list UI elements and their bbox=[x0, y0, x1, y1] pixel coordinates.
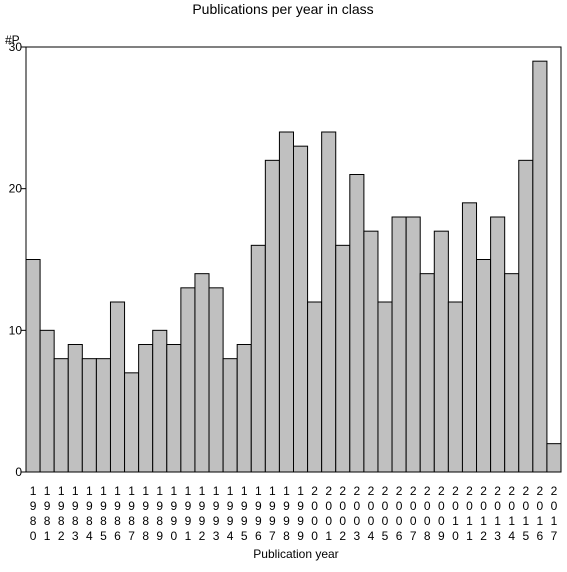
bar-1990 bbox=[166, 344, 182, 473]
bar-1988 bbox=[138, 344, 154, 473]
bar-2009 bbox=[433, 230, 449, 473]
bar-2008 bbox=[419, 273, 435, 473]
bar-1997 bbox=[264, 159, 280, 473]
bar-2017 bbox=[546, 443, 562, 473]
bar-2002 bbox=[335, 244, 351, 473]
bar-1981 bbox=[39, 329, 55, 473]
y-tick-label: 20 bbox=[9, 182, 23, 196]
bar-2013 bbox=[490, 216, 506, 473]
bar-2001 bbox=[321, 131, 337, 473]
bar-1984 bbox=[81, 358, 97, 473]
bar-2003 bbox=[349, 174, 365, 473]
bar-2010 bbox=[447, 301, 463, 473]
y-axis-label: #P bbox=[5, 33, 20, 47]
bar-1993 bbox=[208, 287, 224, 473]
bar-2004 bbox=[363, 230, 379, 473]
bar-2015 bbox=[518, 159, 534, 473]
bar-2012 bbox=[476, 259, 492, 473]
y-tick-label: 10 bbox=[9, 323, 23, 337]
bar-1986 bbox=[109, 301, 126, 473]
bar-1983 bbox=[67, 344, 83, 473]
bar-1989 bbox=[152, 329, 168, 473]
bar-2007 bbox=[405, 216, 421, 473]
bar-1995 bbox=[236, 344, 252, 473]
bars bbox=[25, 60, 562, 473]
x-axis-label: Publication year bbox=[253, 547, 338, 561]
bar-1994 bbox=[222, 358, 238, 473]
bar-1991 bbox=[180, 287, 196, 473]
x-axis-tick-labels: 1 9 8 0 1 9 8 1 1 9 8 2 1 9 8 3 1 9 8 4 1 9 8 5 1 9 8 6 1 9 8 7 1 9 8 8 1 9 8 9… bbox=[30, 484, 558, 543]
bar-2014 bbox=[504, 273, 520, 473]
bar-1987 bbox=[124, 372, 140, 473]
bar-2016 bbox=[532, 60, 548, 473]
bar-1998 bbox=[278, 131, 294, 473]
bar-2011 bbox=[461, 202, 478, 473]
bar-2006 bbox=[391, 216, 407, 473]
y-axis-ticks: 0 10 20 30 bbox=[9, 40, 26, 479]
y-tick-label: 0 bbox=[15, 465, 22, 479]
bar-1980 bbox=[25, 259, 41, 473]
bar-1996 bbox=[250, 244, 266, 473]
bar-2005 bbox=[377, 301, 393, 473]
bar-1999 bbox=[293, 145, 309, 473]
chart-title: Publications per year in class bbox=[192, 1, 373, 17]
bar-1992 bbox=[194, 273, 210, 473]
y-tick-label: 30 bbox=[9, 40, 23, 54]
bar-1982 bbox=[53, 358, 69, 473]
bar-2000 bbox=[307, 301, 323, 473]
bar-1985 bbox=[95, 358, 111, 473]
